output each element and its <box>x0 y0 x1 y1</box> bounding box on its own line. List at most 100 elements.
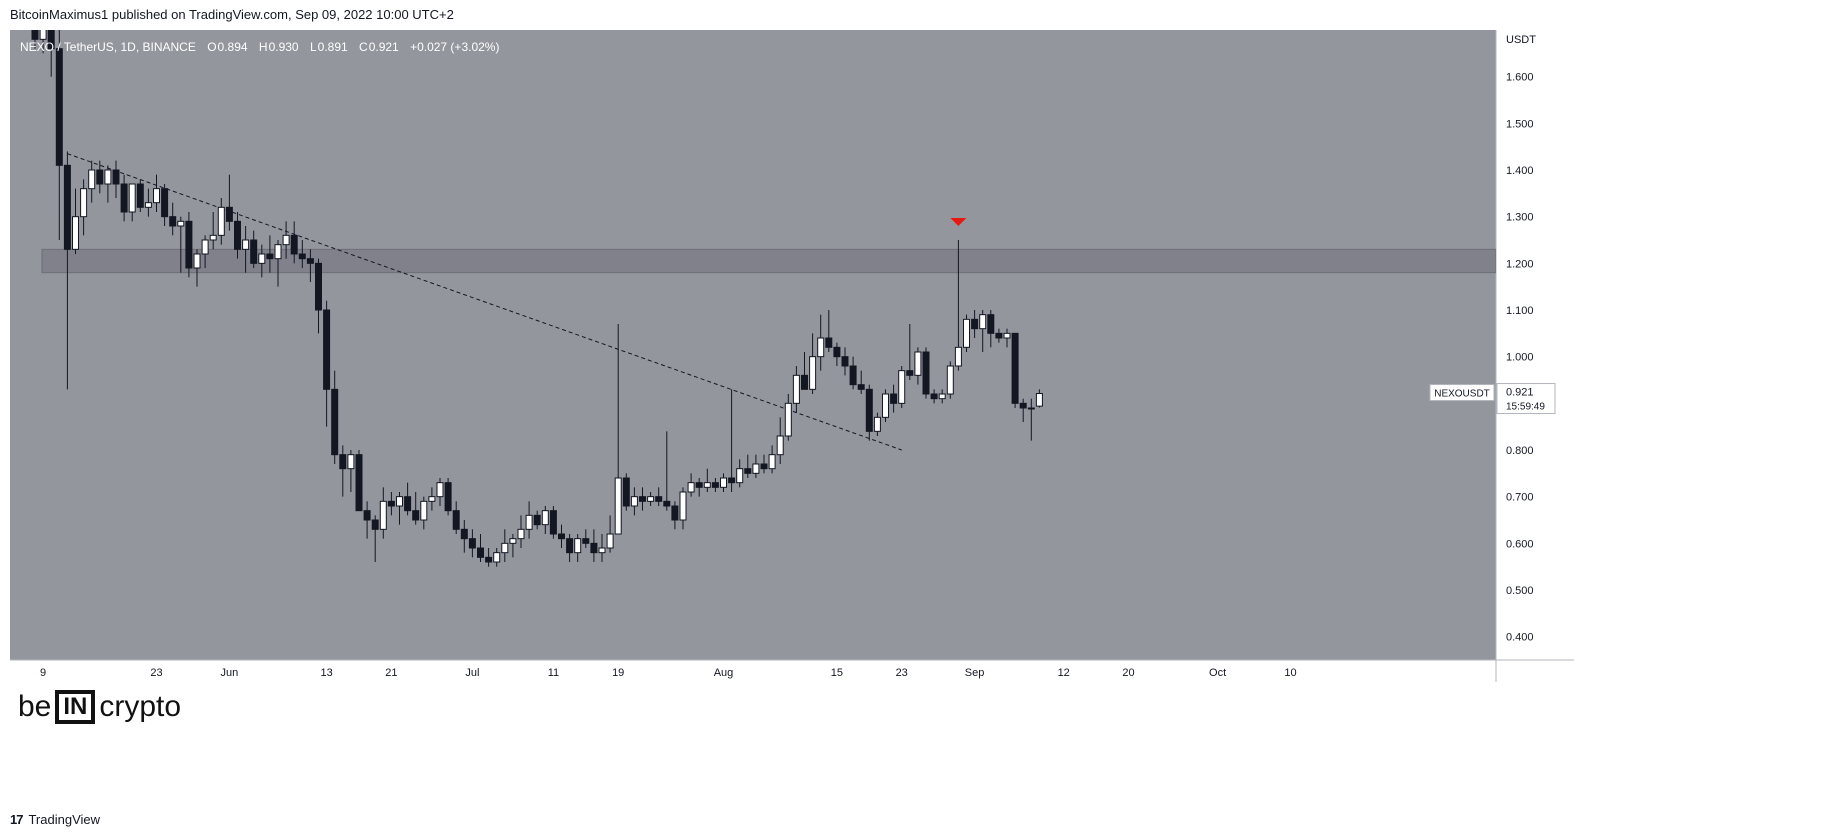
candle[interactable] <box>938 389 946 404</box>
candle[interactable] <box>153 174 160 212</box>
candle[interactable] <box>161 184 169 226</box>
candle[interactable] <box>873 412 881 436</box>
candle[interactable] <box>776 417 784 464</box>
candle[interactable] <box>590 529 598 562</box>
candle[interactable] <box>946 361 954 399</box>
candle[interactable] <box>201 235 209 268</box>
candle[interactable] <box>533 510 541 530</box>
candle[interactable] <box>566 534 574 562</box>
candle[interactable] <box>1027 398 1035 441</box>
candle[interactable] <box>396 492 403 525</box>
candle[interactable] <box>882 389 889 422</box>
candle[interactable] <box>671 501 679 530</box>
candle[interactable] <box>695 478 703 497</box>
candle[interactable] <box>841 347 849 376</box>
candle[interactable] <box>979 310 987 352</box>
candle[interactable] <box>865 384 873 441</box>
candle[interactable] <box>298 240 306 268</box>
candle[interactable] <box>768 445 776 474</box>
candle[interactable] <box>258 244 266 278</box>
candle[interactable] <box>493 548 501 567</box>
candle[interactable] <box>971 310 979 338</box>
candle[interactable] <box>720 473 727 492</box>
candle[interactable] <box>890 384 898 413</box>
candle[interactable] <box>792 366 800 413</box>
candle[interactable] <box>574 534 582 562</box>
candle[interactable] <box>728 389 736 492</box>
candle[interactable] <box>193 249 201 287</box>
candle[interactable] <box>460 520 468 553</box>
candle[interactable] <box>282 221 290 259</box>
candle[interactable] <box>420 496 428 530</box>
candle[interactable] <box>339 445 347 497</box>
candle[interactable] <box>963 314 970 352</box>
candle[interactable] <box>63 151 71 390</box>
candle[interactable] <box>541 506 549 534</box>
candle[interactable] <box>801 352 808 390</box>
candle[interactable] <box>825 310 833 352</box>
candle[interactable] <box>234 212 241 259</box>
candle[interactable] <box>906 324 914 380</box>
candle[interactable] <box>274 240 282 287</box>
candle[interactable] <box>452 501 460 534</box>
candle[interactable] <box>144 188 152 217</box>
candle[interactable] <box>549 506 557 539</box>
candle[interactable] <box>404 482 412 516</box>
candle[interactable] <box>598 534 606 562</box>
candle[interactable] <box>711 478 719 492</box>
candle[interactable] <box>363 501 371 539</box>
candle[interactable] <box>225 174 233 231</box>
candle[interactable] <box>39 30 47 54</box>
candle[interactable] <box>120 174 128 222</box>
candle[interactable] <box>1019 398 1027 422</box>
candle[interactable] <box>517 515 525 548</box>
candle[interactable] <box>614 324 622 535</box>
candle[interactable] <box>914 347 922 385</box>
candle[interactable] <box>639 487 646 511</box>
candle[interactable] <box>833 342 841 366</box>
candle[interactable] <box>290 221 298 264</box>
candle[interactable] <box>412 492 420 525</box>
candle[interactable] <box>509 534 517 558</box>
candle[interactable] <box>331 370 339 464</box>
candle[interactable] <box>809 333 817 394</box>
candle[interactable] <box>987 310 995 348</box>
candle[interactable] <box>1035 389 1043 408</box>
candle[interactable] <box>323 300 331 427</box>
candle[interactable] <box>744 454 752 478</box>
candle[interactable] <box>736 459 744 488</box>
candle[interactable] <box>582 529 590 548</box>
candle[interactable] <box>857 370 865 394</box>
candle[interactable] <box>485 548 493 567</box>
candle[interactable] <box>31 30 39 49</box>
candle[interactable] <box>169 202 177 236</box>
candle[interactable] <box>104 165 112 203</box>
candle[interactable] <box>80 179 88 236</box>
candle[interactable] <box>784 394 792 441</box>
candle[interactable] <box>663 431 671 511</box>
candle[interactable] <box>525 501 533 539</box>
candle[interactable] <box>96 160 104 194</box>
candle[interactable] <box>47 30 55 77</box>
candle[interactable] <box>1003 328 1011 348</box>
candle[interactable] <box>217 198 225 245</box>
candle[interactable] <box>995 328 1003 343</box>
tradingview-label[interactable]: TradingView <box>28 812 101 827</box>
candle[interactable] <box>315 258 322 334</box>
candle[interactable] <box>468 529 476 558</box>
candle[interactable] <box>817 314 825 371</box>
candle[interactable] <box>266 235 274 273</box>
candlestick-chart[interactable]: USDT0.4000.5000.6000.7000.8000.9001.0001… <box>10 30 1814 804</box>
candle[interactable] <box>898 366 906 408</box>
candle[interactable] <box>355 450 363 512</box>
candle[interactable] <box>88 160 96 203</box>
candle[interactable] <box>760 454 768 474</box>
candle[interactable] <box>930 389 938 404</box>
candle[interactable] <box>655 487 663 506</box>
candle[interactable] <box>558 524 565 548</box>
candle[interactable] <box>371 515 379 562</box>
candle[interactable] <box>436 478 444 506</box>
candle[interactable] <box>922 347 930 399</box>
candle[interactable] <box>1011 332 1019 408</box>
candle[interactable] <box>136 179 144 212</box>
